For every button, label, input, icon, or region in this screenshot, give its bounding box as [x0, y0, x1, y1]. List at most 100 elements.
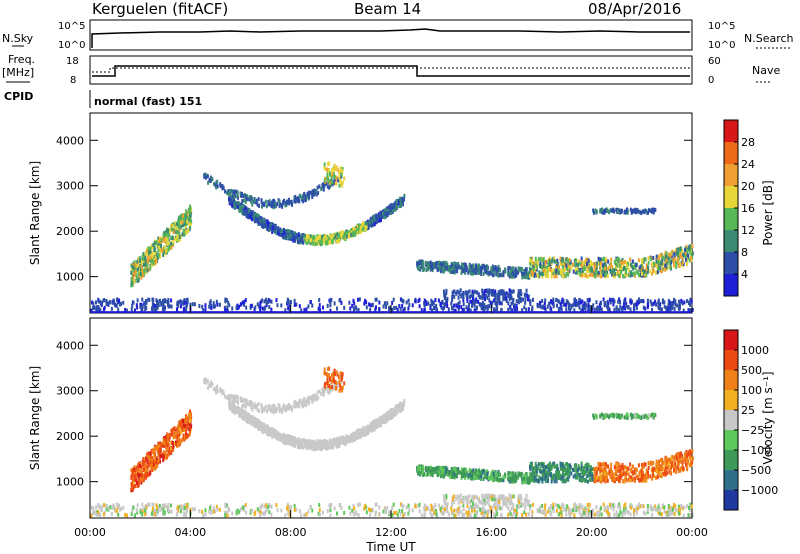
power-cell — [611, 272, 614, 277]
velocity-cell — [208, 506, 211, 511]
power-cell — [458, 300, 461, 305]
velocity-cell — [475, 504, 478, 509]
power-cell — [644, 306, 647, 311]
velocity-cell — [378, 505, 381, 510]
power-cell — [584, 307, 587, 312]
power-cell — [456, 304, 459, 309]
power-cell — [622, 267, 625, 272]
power-cell — [408, 303, 411, 308]
velocity-cell — [97, 510, 100, 515]
velocity-cell — [605, 509, 608, 514]
power-cell — [265, 301, 268, 306]
power-cell — [174, 225, 177, 230]
power-cell — [389, 208, 392, 213]
power-cell — [355, 306, 358, 311]
power-cell — [226, 190, 229, 195]
power-cell — [369, 307, 372, 312]
velocity-cell — [115, 508, 118, 513]
velocity-cell — [204, 508, 207, 513]
power-cell — [403, 197, 406, 202]
power-cell — [652, 301, 655, 306]
power-cell — [343, 176, 346, 181]
power-cell — [327, 162, 330, 167]
power-cell — [216, 179, 219, 184]
velocity-cell — [581, 512, 584, 517]
power-cell — [580, 256, 583, 261]
velocity-cell — [411, 508, 414, 513]
power-cell — [599, 209, 602, 214]
power-cell — [687, 308, 690, 313]
power-cell — [665, 260, 668, 265]
power-cell — [541, 270, 544, 275]
power-cell — [618, 297, 621, 302]
power-cell — [522, 272, 525, 277]
power-cell — [493, 291, 496, 296]
velocity-cell — [612, 503, 615, 508]
power-cell — [162, 253, 165, 258]
power-cell — [498, 267, 501, 272]
power-cell — [150, 244, 153, 249]
power-cell — [427, 301, 430, 306]
power-cell — [395, 199, 398, 204]
velocity-cell — [562, 507, 565, 512]
power-cell — [144, 258, 147, 263]
power-cell — [627, 267, 630, 272]
power-cell — [455, 303, 458, 308]
velocity-cell — [493, 512, 496, 517]
power-cell — [159, 254, 162, 259]
power-cell — [328, 172, 331, 177]
power-cell — [531, 271, 534, 276]
power-cell — [134, 262, 137, 267]
velocity-cell — [592, 508, 595, 513]
velocity-cell — [588, 512, 591, 517]
power-cell — [137, 261, 140, 266]
power-cell — [166, 238, 169, 243]
power-cell — [665, 257, 668, 262]
power-cell — [542, 264, 545, 269]
power-cell — [432, 300, 435, 305]
power-cell — [226, 308, 229, 313]
power-cell — [446, 264, 449, 269]
velocity-cell — [243, 504, 246, 509]
power-cell — [375, 213, 378, 218]
velocity-cell — [239, 507, 242, 512]
power-cell — [591, 261, 594, 266]
velocity-cell — [303, 513, 306, 518]
power-cell — [557, 271, 560, 276]
nsearch-tick-bottom: 10^0 — [708, 40, 735, 51]
power-cell — [285, 236, 288, 241]
power-cell — [305, 234, 308, 239]
power-cell — [488, 298, 491, 303]
velocity-cell — [505, 503, 508, 508]
power-cell — [176, 229, 179, 234]
power-cell — [256, 302, 259, 307]
power-cell — [115, 297, 118, 302]
velocity-cell — [403, 402, 406, 407]
power-cell — [170, 245, 173, 250]
power-cell — [224, 297, 227, 302]
power-cell — [184, 225, 187, 230]
power-cell — [229, 200, 232, 205]
power-cell — [260, 204, 263, 209]
velocity-cell — [140, 507, 143, 512]
velocity-cell — [374, 502, 377, 507]
power-cell — [162, 233, 165, 238]
power-cell — [620, 210, 623, 215]
power-cell — [253, 212, 256, 217]
power-cell — [150, 260, 153, 265]
power-cell — [595, 307, 598, 312]
power-cell — [422, 264, 425, 269]
power-cell — [172, 239, 175, 244]
power-cell — [243, 299, 246, 304]
power-cell — [600, 271, 603, 276]
power-cell — [259, 308, 262, 313]
velocity-cell — [470, 504, 473, 509]
power-cell — [465, 266, 468, 271]
power-cell — [640, 299, 643, 304]
power-cell — [326, 176, 329, 181]
power-cell — [330, 235, 333, 240]
power-cell — [645, 267, 648, 272]
power-cell — [177, 224, 180, 229]
power-cell — [637, 258, 640, 263]
power-cell — [657, 305, 660, 310]
